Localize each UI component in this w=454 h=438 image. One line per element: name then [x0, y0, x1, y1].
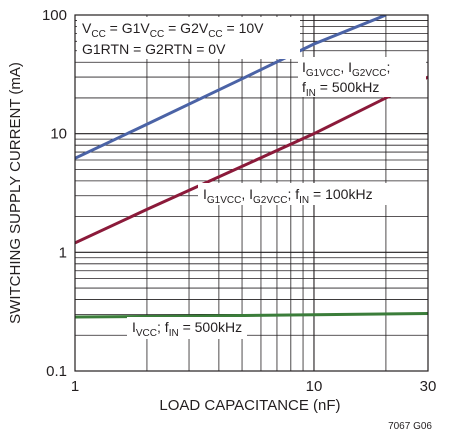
x-tick-label: 10: [306, 378, 323, 395]
y-tick-label: 0.1: [46, 363, 67, 380]
x-tick-label: 1: [71, 378, 79, 395]
label-100khz-background: [198, 183, 428, 205]
conditions-line-1: VCC = G1VCC = G2VCC = 10V: [82, 20, 264, 40]
series-line-3: [75, 312, 428, 319]
y-tick-label: 100: [42, 7, 67, 24]
label-500khz-line-1: IG1VCC, IG2VCC;: [302, 59, 390, 79]
label-ivcc-background: [127, 317, 247, 339]
label-500khz-line-2: fIN = 500kHz: [302, 79, 379, 99]
conditions-line-2: G1RTN = G2RTN = 0V: [82, 41, 226, 57]
y-tick-label: 10: [50, 126, 67, 143]
grid: [75, 15, 428, 371]
label-ivcc: IVCC; fIN = 500kHz: [132, 319, 242, 339]
y-axis-title: SWITCHING SUPPLY CURRENT (mA): [7, 62, 24, 324]
figure-code: 7067 G06: [388, 421, 432, 432]
y-tick-label: 1: [59, 244, 67, 261]
conditions-background: [77, 17, 300, 59]
label-100khz: IG1VCC, IG2VCC; fIN = 100kHz: [203, 186, 373, 206]
x-tick-label: 30: [420, 378, 437, 395]
series-line-1: [75, 15, 387, 160]
label-500khz-background: [298, 57, 426, 97]
x-axis-title: LOAD CAPACITANCE (nF): [159, 397, 340, 414]
plot-frame: [74, 14, 429, 372]
